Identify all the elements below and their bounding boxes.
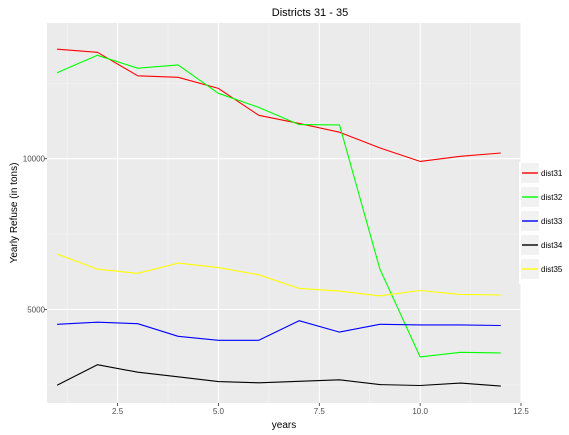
series-line-dist34 [56, 364, 501, 387]
y-axis-title: Yearly Refuse (in tons) [9, 163, 20, 264]
series-line-dist31 [57, 48, 501, 162]
series-line-dist35 [56, 253, 501, 297]
legend-label-dist35: dist35 [541, 265, 563, 274]
series-line-dist32 [56, 54, 501, 358]
x-tick-label: 5.0 [213, 407, 225, 416]
legend-label-dist31: dist31 [541, 169, 563, 178]
series-lines [56, 48, 501, 387]
legend-label-dist32: dist32 [541, 193, 563, 202]
y-axis-ticks: 5000 10000 [23, 155, 47, 315]
x-tick-label: 7.5 [314, 407, 326, 416]
series-line-dist33 [57, 320, 501, 341]
y-tick-label: 5000 [27, 306, 45, 315]
x-tick-label: 2.5 [112, 407, 124, 416]
x-axis-title: years [272, 420, 296, 431]
chart-title: Districts 31 - 35 [272, 7, 348, 19]
plot-panel [47, 23, 521, 403]
y-tick-label: 10000 [23, 155, 46, 164]
legend: dist31 dist32 dist33 dist34 dist35 [519, 162, 563, 284]
legend-label-dist34: dist34 [541, 241, 563, 250]
x-tick-label: 12.5 [513, 407, 529, 416]
gridlines [47, 23, 522, 403]
x-tick-label: 10.0 [412, 407, 428, 416]
x-axis-ticks: 2.5 5.0 7.5 10.0 12.5 [112, 403, 529, 416]
legend-label-dist33: dist33 [541, 217, 563, 226]
